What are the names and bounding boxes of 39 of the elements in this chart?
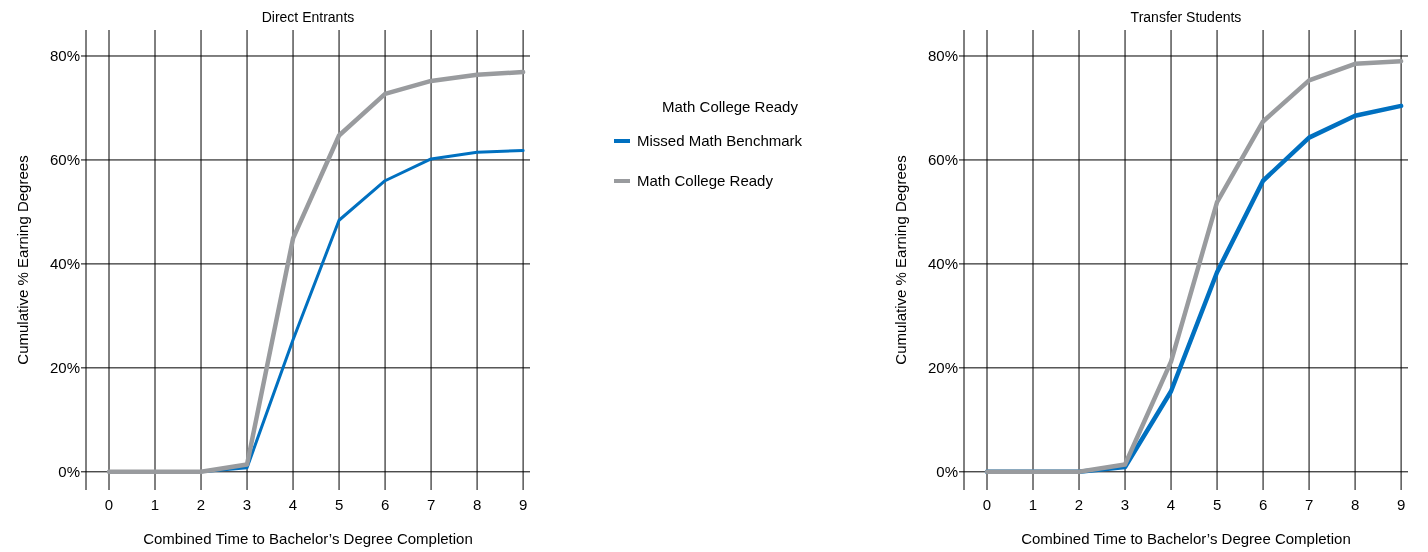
y-tick-label: 40% — [927, 255, 958, 273]
y-tick-label: 80% — [49, 47, 80, 65]
x-tick-label: 0 — [104, 496, 114, 513]
x-tick-label: 9 — [1396, 496, 1406, 513]
x-tick-label: 6 — [1258, 496, 1268, 513]
x-tick-label: 3 — [242, 496, 252, 513]
chart-title: Direct Entrants — [261, 9, 355, 25]
y-tick-label: 80% — [927, 47, 958, 65]
y-axis-title: Cumulative % Earning Degrees — [14, 155, 31, 365]
y-tick-label: 40% — [49, 255, 80, 273]
legend-label: Math College Ready — [637, 172, 774, 190]
x-axis-title: Combined Time to Bachelor’s Degree Completion — [1021, 530, 1351, 547]
y-tick-label: 60% — [927, 151, 958, 169]
x-tick-label: 3 — [1120, 496, 1130, 513]
x-tick-label: 7 — [1304, 496, 1314, 513]
x-tick-label: 2 — [1074, 496, 1084, 513]
x-axis-title: Combined Time to Bachelor’s Degree Completion — [143, 530, 473, 547]
x-tick-label: 8 — [1350, 496, 1360, 513]
legend-title: Math College Ready — [662, 98, 799, 115]
x-tick-label: 5 — [1212, 496, 1222, 513]
x-tick-label: 4 — [288, 496, 298, 513]
x-tick-label: 6 — [380, 496, 390, 513]
legend-label: Missed Math Benchmark — [637, 132, 803, 150]
y-tick-label: 0% — [58, 463, 80, 481]
x-tick-label: 8 — [472, 496, 482, 513]
y-tick-label: 60% — [49, 151, 80, 169]
y-tick-label: 0% — [936, 463, 958, 481]
x-tick-label: 1 — [150, 496, 160, 513]
x-tick-label: 1 — [1028, 496, 1038, 513]
chart-title: Transfer Students — [1130, 9, 1242, 25]
y-tick-label: 20% — [49, 359, 80, 377]
x-tick-label: 0 — [982, 496, 992, 513]
y-axis-title: Cumulative % Earning Degrees — [892, 155, 909, 365]
x-tick-label: 4 — [1166, 496, 1176, 513]
x-tick-label: 9 — [518, 496, 528, 513]
x-tick-label: 2 — [196, 496, 206, 513]
x-tick-label: 7 — [426, 496, 436, 513]
x-tick-label: 5 — [334, 496, 344, 513]
y-tick-label: 20% — [927, 359, 958, 377]
